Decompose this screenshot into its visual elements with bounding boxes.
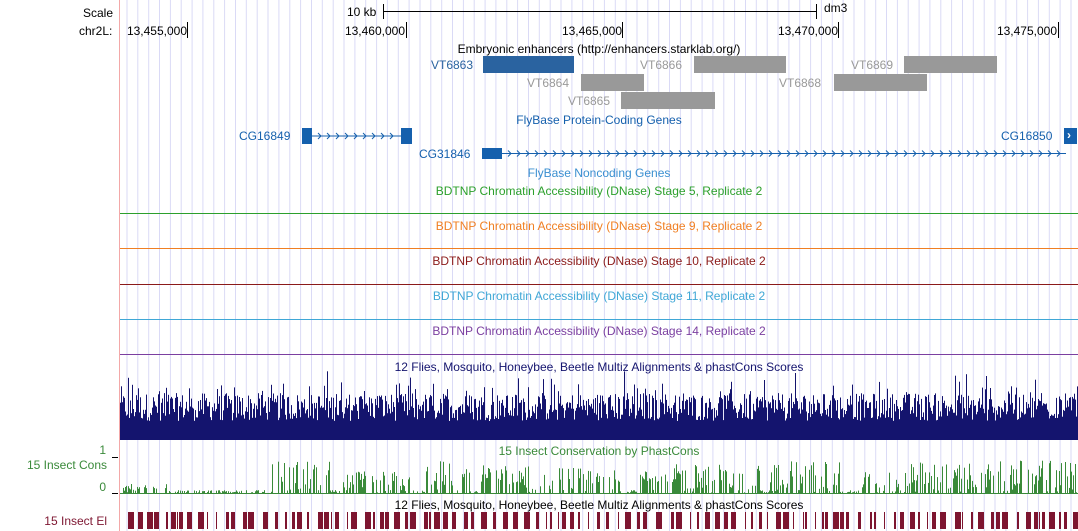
scale-label: Scale xyxy=(83,6,114,20)
gene-cg16849-label[interactable]: CG16849 xyxy=(239,129,291,143)
scale-bar xyxy=(383,4,817,19)
scale-bar-label: 10 kb xyxy=(347,5,377,19)
dnase-stage5-title[interactable]: BDTNP Chromatin Accessibility (DNase) St… xyxy=(435,184,763,198)
enhancer-vt6869-label[interactable]: VT6869 xyxy=(851,58,894,72)
gridlines xyxy=(126,0,1072,531)
ruler-position: 13,475,000 xyxy=(996,24,1057,38)
enhancer-box-vt6866 xyxy=(694,56,786,73)
phastcons-track-title[interactable]: 15 Insect Conservation by PhastCons xyxy=(498,444,700,458)
ruler-position: 13,455,000 xyxy=(126,24,187,38)
gene-cg31846-model xyxy=(482,148,1066,159)
dnase-stage9-title[interactable]: BDTNP Chromatin Accessibility (DNase) St… xyxy=(435,219,763,233)
assembly-label: dm3 xyxy=(824,1,848,15)
noncoding-track-title[interactable]: FlyBase Noncoding Genes xyxy=(527,166,671,180)
enhancer-vt6863-label[interactable]: VT6863 xyxy=(431,58,474,72)
enhancer-vt6868-label[interactable]: VT6868 xyxy=(779,76,822,90)
enhancer-box-vt6864 xyxy=(581,74,644,91)
phastcons-axis-min: 0 xyxy=(99,480,106,494)
multiz-conservation-bars xyxy=(120,371,1078,439)
genes-track-title[interactable]: FlyBase Protein-Coding Genes xyxy=(516,113,682,127)
ruler-ticks xyxy=(187,22,1059,38)
dnase-stage14-title[interactable]: BDTNP Chromatin Accessibility (DNase) St… xyxy=(432,324,766,338)
gene-cg31846-label[interactable]: CG31846 xyxy=(419,147,471,161)
elements-track-title[interactable]: 12 Flies, Mosquito, Honeybee, Beetle Mul… xyxy=(394,498,804,512)
dnase-stage10-title[interactable]: BDTNP Chromatin Accessibility (DNase) St… xyxy=(432,254,766,268)
dnase-stage11-title[interactable]: BDTNP Chromatin Accessibility (DNase) St… xyxy=(432,289,766,303)
enhancer-vt6865-label[interactable]: VT6865 xyxy=(568,94,611,108)
phastcons-left-label[interactable]: 15 Insect Cons xyxy=(26,458,107,472)
gene-cg16850-box xyxy=(1064,128,1077,144)
ruler-position: 13,465,000 xyxy=(561,24,622,38)
chrom-label: chr2L: xyxy=(79,24,113,38)
elements-left-label[interactable]: 15 Insect El xyxy=(44,514,107,528)
multiz-track-title[interactable]: 12 Flies, Mosquito, Honeybee, Beetle Mul… xyxy=(394,360,804,374)
ruler-position: 13,460,000 xyxy=(344,24,405,38)
phastcons-bars xyxy=(123,460,1077,493)
ruler-position: 13,470,000 xyxy=(777,24,838,38)
conserved-element-bars xyxy=(128,512,1078,529)
next-item-arrow-icon[interactable]: › xyxy=(1067,128,1071,142)
enhancer-box-vt6868 xyxy=(834,74,927,91)
enhancer-box-vt6863 xyxy=(483,56,574,73)
enhancer-box-vt6869 xyxy=(904,56,997,73)
gene-cg16849-model xyxy=(302,128,412,144)
enhancer-box-vt6865 xyxy=(621,92,715,109)
phastcons-axis-max: 1 xyxy=(99,443,106,457)
enhancer-vt6864-label[interactable]: VT6864 xyxy=(527,76,570,90)
gene-cg16850-label[interactable]: CG16850 xyxy=(1001,129,1053,143)
enhancer-vt6866-label[interactable]: VT6866 xyxy=(640,58,683,72)
enhancers-track-title[interactable]: Embryonic enhancers (http://enhancers.st… xyxy=(457,42,741,56)
